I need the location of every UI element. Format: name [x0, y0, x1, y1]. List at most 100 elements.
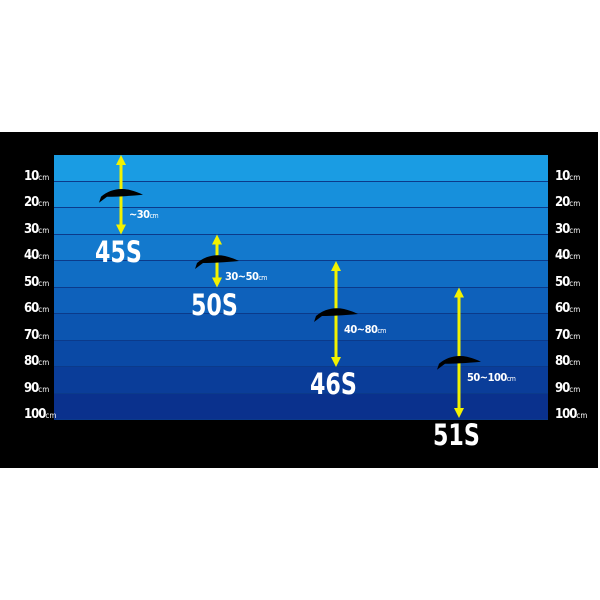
- depth-tick-label: 50cm: [24, 276, 49, 289]
- arrow-head-icon: [212, 277, 222, 288]
- range-value: ~30: [129, 207, 150, 221]
- depth-unit: cm: [569, 384, 581, 394]
- lure-name: 51S: [433, 418, 480, 452]
- depth-band: [54, 208, 548, 235]
- depth-unit: cm: [576, 411, 588, 420]
- depth-tick-label: 80cm: [555, 355, 580, 368]
- depth-unit: cm: [569, 172, 581, 182]
- depth-unit: cm: [38, 278, 50, 288]
- arrow-head-icon: [116, 155, 126, 165]
- range-unit: cm: [258, 274, 267, 282]
- depth-unit: cm: [569, 305, 581, 314]
- arrow-head-icon: [454, 408, 464, 418]
- depth-value: 60: [555, 301, 570, 316]
- lure-fish-icon: [437, 356, 481, 370]
- depth-tick-label: 80cm: [24, 355, 49, 368]
- depth-unit: cm: [38, 358, 50, 367]
- depth-value: 100: [24, 407, 46, 422]
- depth-unit: cm: [38, 384, 50, 394]
- range-unit: cm: [377, 327, 386, 335]
- depth-value: 50: [24, 274, 39, 290]
- arrow-head-icon: [331, 357, 341, 367]
- depth-value: 90: [24, 380, 39, 396]
- depth-tick-label: 90cm: [555, 382, 580, 395]
- depth-unit: cm: [38, 199, 50, 208]
- depth-tick-label: 50cm: [555, 276, 580, 289]
- range-value: 40~80: [344, 323, 378, 336]
- depth-value: 20: [24, 195, 39, 210]
- depth-unit: cm: [38, 331, 50, 341]
- lure-fish-icon: [314, 308, 358, 322]
- depth-tick-label: 60cm: [24, 302, 49, 315]
- depth-value: 30: [24, 221, 39, 237]
- water-column: [54, 155, 548, 420]
- depth-tick-label: 10cm: [555, 170, 580, 183]
- depth-range-label: ~30cm: [129, 207, 159, 221]
- arrow-head-icon: [212, 234, 222, 245]
- depth-unit: cm: [569, 331, 581, 341]
- range-value: 50~100: [467, 370, 507, 384]
- depth-tick-label: 90cm: [24, 382, 49, 395]
- arrow-head-icon: [331, 261, 341, 271]
- lure-fish-icon: [99, 189, 143, 203]
- depth-value: 40: [24, 248, 39, 263]
- depth-tick-label: 20cm: [555, 196, 580, 209]
- depth-band: [54, 393, 548, 420]
- depth-band: [54, 287, 548, 314]
- depth-band: [54, 261, 548, 288]
- depth-band: [54, 155, 548, 182]
- depth-value: 70: [24, 327, 39, 343]
- depth-unit: cm: [38, 172, 50, 182]
- depth-value: 80: [555, 354, 570, 369]
- depth-value: 30: [555, 221, 570, 237]
- depth-unit: cm: [569, 199, 581, 208]
- depth-value: 40: [555, 248, 570, 263]
- arrow-head-icon: [454, 287, 464, 298]
- depth-unit: cm: [569, 358, 581, 367]
- lure-46S: [314, 261, 358, 367]
- depth-unit: cm: [38, 252, 50, 261]
- depth-value: 100: [555, 407, 577, 422]
- depth-unit: cm: [38, 305, 50, 314]
- depth-tick-label: 30cm: [555, 223, 580, 236]
- depth-tick-label: 60cm: [555, 302, 580, 315]
- depth-value: 20: [555, 195, 570, 210]
- depth-unit: cm: [38, 225, 50, 235]
- depth-tick-label: 70cm: [555, 329, 580, 342]
- lure-45S: [99, 155, 143, 235]
- depth-tick-label: 70cm: [24, 329, 49, 342]
- depth-band: [54, 234, 548, 261]
- depth-unit: cm: [569, 278, 581, 288]
- lure-name: 50S: [191, 287, 238, 322]
- depth-unit: cm: [569, 252, 581, 261]
- depth-tick-label: 30cm: [24, 223, 49, 236]
- depth-tick-label: 40cm: [555, 249, 580, 262]
- depth-value: 60: [24, 301, 39, 316]
- depth-value: 70: [555, 327, 570, 343]
- depth-tick-label: 40cm: [24, 249, 49, 262]
- range-unit: cm: [506, 374, 516, 383]
- depth-tick-label: 10cm: [24, 170, 49, 183]
- depth-value: 90: [555, 380, 570, 396]
- lure-fish-icon: [195, 255, 239, 269]
- range-unit: cm: [149, 211, 159, 220]
- lure-51S: [437, 287, 481, 418]
- depth-value: 10: [555, 168, 570, 184]
- depth-value: 50: [555, 274, 570, 290]
- depth-range-label: 50~100cm: [467, 370, 516, 384]
- arrow-head-icon: [116, 224, 126, 235]
- depth-unit: cm: [569, 225, 581, 235]
- depth-band: [54, 314, 548, 341]
- depth-tick-label: 20cm: [24, 196, 49, 209]
- depth-tick-label: 100cm: [555, 408, 587, 421]
- depth-value: 80: [24, 354, 39, 369]
- depth-band: [54, 367, 548, 394]
- lure-name: 46S: [310, 367, 357, 401]
- depth-range-label: 30~50cm: [225, 271, 267, 282]
- depth-unit: cm: [45, 411, 57, 420]
- lure-50S: [195, 234, 239, 288]
- depth-range-label: 40~80cm: [344, 324, 386, 335]
- range-value: 30~50: [225, 270, 259, 283]
- depth-tick-label: 100cm: [24, 408, 56, 421]
